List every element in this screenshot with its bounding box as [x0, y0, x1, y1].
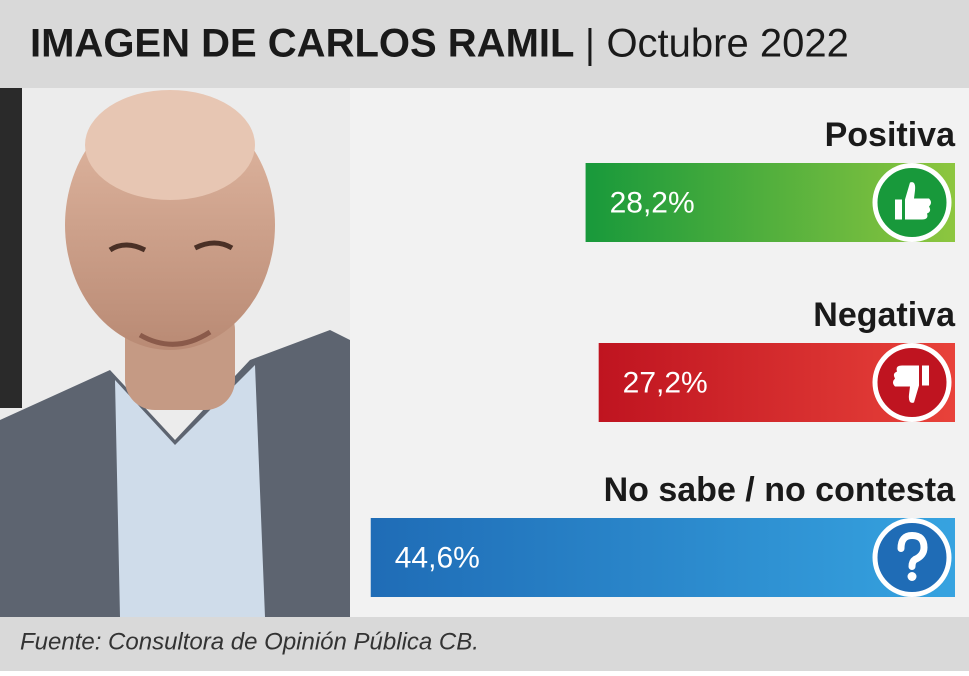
icon-shape — [893, 365, 919, 403]
icon — [872, 163, 952, 242]
bar — [370, 518, 955, 597]
icon-shape — [897, 531, 928, 570]
icon-shape — [905, 182, 931, 220]
source: Fuente: Consultora de Opinión Pública CB… — [20, 628, 479, 655]
icon-shape — [922, 365, 929, 386]
bars: Positiva 28,2% Negativa 27,2% No sabe / no c… — [370, 116, 956, 597]
category-label: Positiva — [825, 116, 956, 154]
title: IMAGEN DE CARLOS RAMIL — [30, 22, 574, 66]
category-label: No sabe / no contesta — [604, 471, 956, 509]
value-label: 27,2% — [623, 366, 708, 399]
title-separator — [588, 28, 592, 66]
photo — [0, 88, 350, 617]
value-label: 28,2% — [610, 186, 695, 219]
subtitle: Octubre 2022 — [606, 22, 848, 66]
header-band — [0, 0, 969, 88]
footer-band — [0, 617, 969, 671]
icon — [872, 343, 952, 422]
category-label: Negativa — [813, 296, 956, 334]
icon-shape — [895, 199, 902, 220]
icon-shape — [907, 572, 917, 581]
value-label: 44,6% — [395, 541, 480, 574]
icon — [872, 518, 952, 597]
